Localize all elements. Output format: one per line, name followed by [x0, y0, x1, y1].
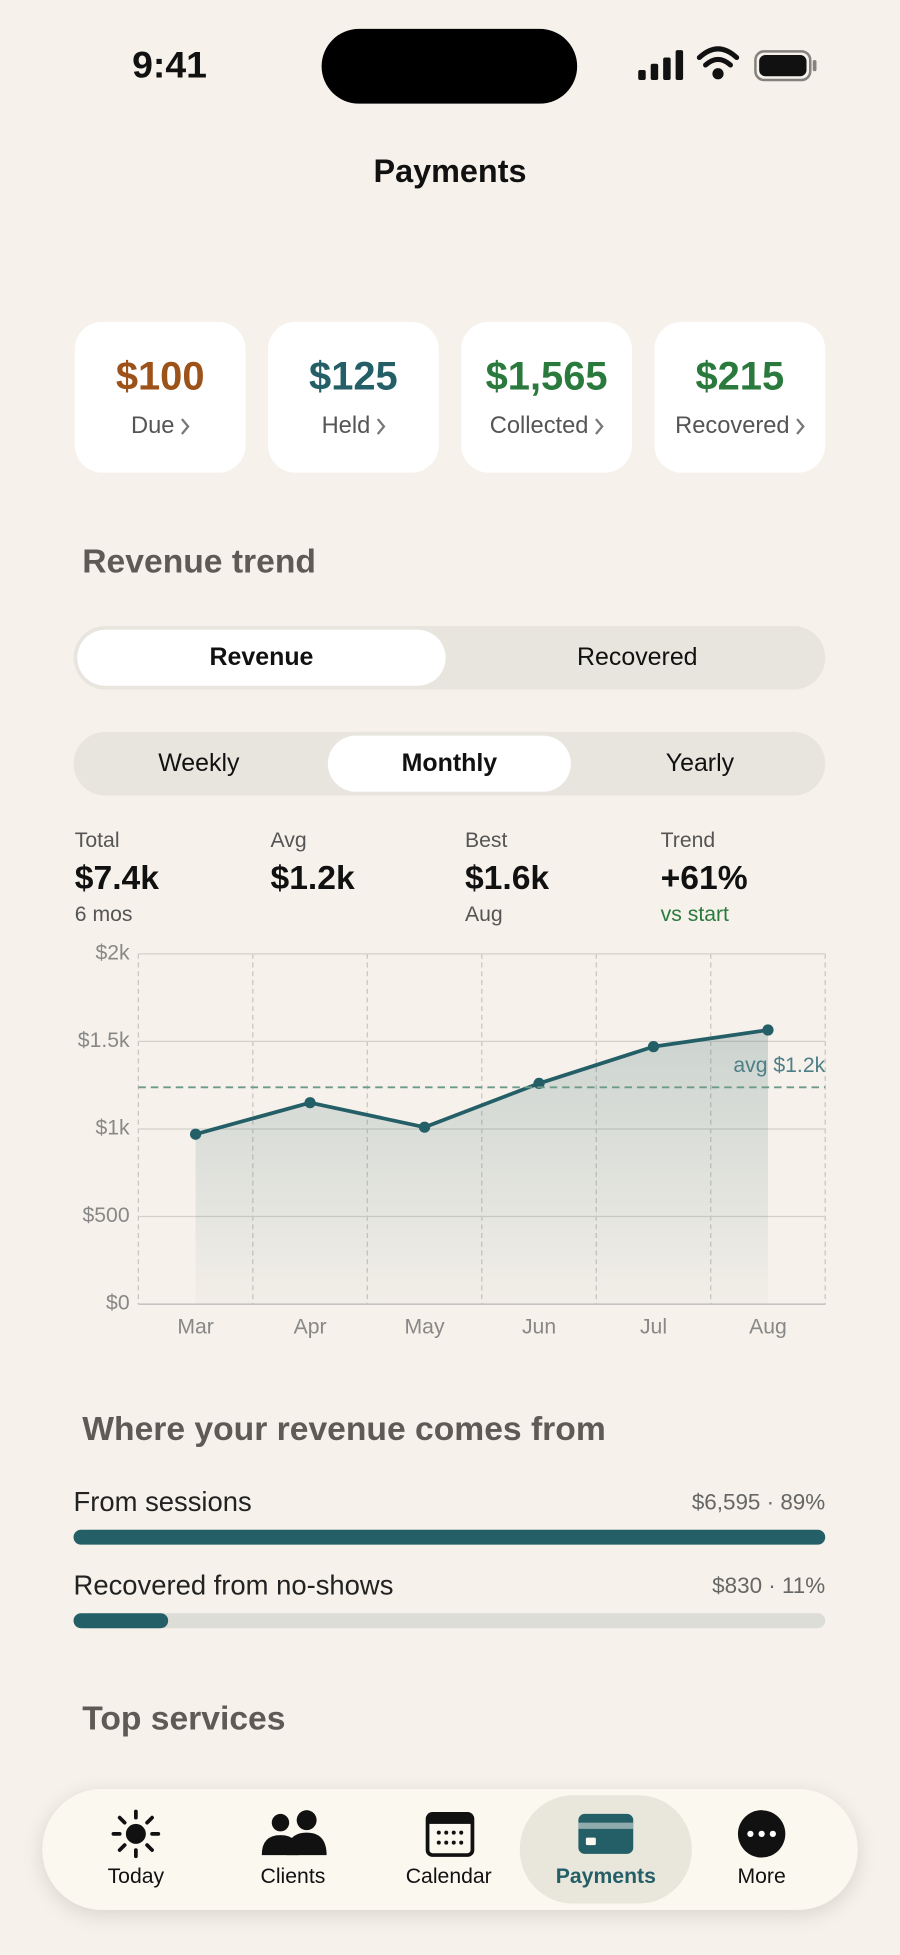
stat-sub: vs start — [661, 903, 729, 926]
source-name: Recovered from no-shows — [74, 1569, 394, 1600]
tab-label[interactable]: Calendar — [406, 1865, 492, 1888]
x-tick-label: May — [405, 1315, 445, 1338]
y-tick-label: $0 — [106, 1292, 130, 1315]
wifi-icon — [696, 46, 740, 80]
stat-label: Avg — [270, 829, 306, 852]
card-chevron — [181, 418, 190, 435]
tab-label[interactable]: Payments — [556, 1865, 656, 1888]
segment-option[interactable]: Weekly — [158, 749, 240, 777]
x-tick-label: Apr — [294, 1315, 327, 1338]
summary-card[interactable] — [461, 321, 632, 473]
y-tick-label: $1k — [95, 1117, 130, 1140]
line — [195, 1028, 769, 1137]
card-amount: $215 — [695, 355, 784, 399]
card-label: Due — [131, 413, 174, 439]
segment-active — [77, 629, 446, 686]
section-title: Where your revenue comes from — [82, 1411, 605, 1448]
card-amount: $1,565 — [486, 355, 608, 399]
tab-label[interactable]: More — [737, 1865, 785, 1888]
point — [189, 1128, 202, 1140]
content: $100 Due $125 Held $1,565 Collected $215 Recove… — [73, 321, 826, 1737]
stat-sub: 6 mos — [75, 903, 133, 926]
x-tick-label: Aug — [749, 1315, 787, 1338]
dynamic-island — [321, 28, 578, 104]
tab-bar: Today Clients Calendar Payments More — [42, 1788, 858, 1910]
x-tick-label: Mar — [177, 1315, 214, 1338]
tab-bar-bg — [42, 1788, 858, 1910]
stat-label: Trend — [661, 829, 716, 852]
card-chevron — [796, 418, 805, 435]
source-bar — [73, 1613, 169, 1629]
section-title: Top services — [82, 1700, 285, 1737]
card-label: Recovered — [675, 413, 789, 439]
segment-option[interactable]: Yearly — [666, 749, 735, 777]
tab-icon-calendar — [425, 1812, 475, 1857]
source-value: $6,595 · 89% — [692, 1489, 825, 1514]
battery-icon — [754, 50, 817, 82]
segment-active — [327, 735, 571, 792]
summary-card[interactable] — [268, 321, 439, 473]
summary-card[interactable] — [74, 321, 246, 473]
source-name: From sessions — [74, 1486, 252, 1517]
y-tick-label: $2k — [95, 941, 130, 964]
segment-option[interactable]: Revenue — [210, 643, 314, 671]
source-value: $830 · 11% — [712, 1573, 825, 1598]
stat-label: Total — [75, 829, 120, 852]
card-label: Held — [322, 413, 371, 439]
x-tick-label: Jun — [522, 1315, 556, 1338]
section-title: Revenue trend — [82, 544, 316, 581]
card-amount: $100 — [116, 355, 205, 399]
point — [647, 1041, 660, 1053]
card-label: Collected — [490, 413, 589, 439]
point — [418, 1121, 431, 1133]
stat-label: Best — [465, 829, 508, 852]
tab-icon-more — [737, 1810, 786, 1858]
stat-sub: Aug — [465, 903, 503, 926]
tab-icon-clients — [261, 1810, 327, 1856]
tab-icon-payments — [578, 1813, 634, 1854]
tab-icon-today — [111, 1809, 161, 1859]
stat-value: $1.6k — [465, 860, 549, 897]
y-tick-label: $500 — [82, 1204, 129, 1227]
card-chevron — [595, 418, 604, 435]
y-tick-label: $1.5k — [78, 1029, 130, 1052]
source-track — [73, 1613, 826, 1629]
point — [304, 1097, 316, 1109]
area — [195, 1030, 768, 1305]
status-time: 9:41 — [132, 43, 207, 85]
point — [762, 1024, 774, 1036]
stat-value: $1.2k — [270, 860, 354, 897]
x-tick-label: Jul — [640, 1315, 667, 1338]
signal-icon — [638, 50, 684, 80]
stat-value: +61% — [661, 860, 748, 897]
summary-card[interactable] — [654, 321, 826, 473]
card-amount: $125 — [309, 355, 398, 399]
stat-value: $7.4k — [75, 860, 159, 897]
card-chevron — [376, 418, 386, 435]
segment-option[interactable]: Monthly — [402, 749, 498, 777]
point — [533, 1077, 545, 1090]
tab-label[interactable]: Today — [108, 1865, 165, 1888]
source-bar — [73, 1529, 826, 1545]
tab-label[interactable]: Clients — [261, 1865, 326, 1888]
page-title: Payments — [373, 153, 526, 189]
avg-label: avg $1.2k — [733, 1054, 825, 1077]
segment-option[interactable]: Recovered — [577, 643, 698, 671]
